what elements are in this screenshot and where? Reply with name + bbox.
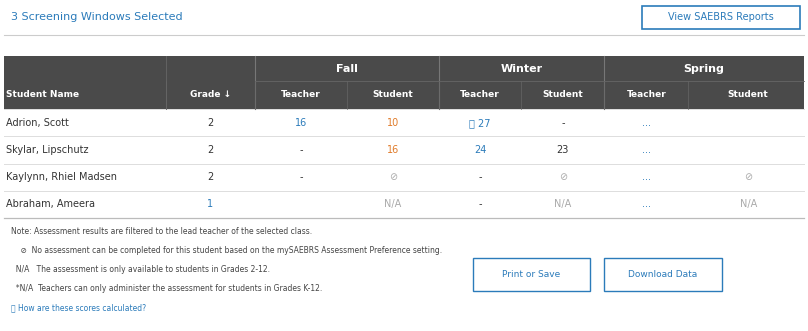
Text: 1: 1 (207, 199, 213, 209)
Text: Student Name: Student Name (6, 90, 79, 99)
Text: -: - (478, 199, 482, 209)
Text: Note: Assessment results are filtered to the lead teacher of the selected class.: Note: Assessment results are filtered to… (11, 226, 312, 236)
Text: ...: ... (642, 145, 651, 155)
Text: 16: 16 (295, 118, 307, 128)
Text: 23: 23 (557, 145, 569, 155)
Text: ...: ... (642, 172, 651, 182)
Text: *N/A  Teachers can only administer the assessment for students in Grades K-12.: *N/A Teachers can only administer the as… (11, 284, 322, 293)
Text: Skylar, Lipschutz: Skylar, Lipschutz (6, 145, 89, 155)
FancyBboxPatch shape (642, 6, 800, 29)
Text: ⊘: ⊘ (558, 172, 567, 182)
Text: N/A: N/A (385, 199, 402, 209)
Text: ⊘: ⊘ (389, 172, 398, 182)
Text: 16: 16 (387, 145, 399, 155)
Text: 2: 2 (207, 118, 213, 128)
Text: 2: 2 (207, 145, 213, 155)
FancyBboxPatch shape (4, 164, 804, 191)
Text: -: - (561, 118, 565, 128)
Text: -: - (299, 145, 303, 155)
Text: 24: 24 (473, 145, 486, 155)
Text: Abraham, Ameera: Abraham, Ameera (6, 199, 95, 209)
Text: Spring: Spring (684, 64, 725, 74)
Text: Print or Save: Print or Save (502, 270, 561, 279)
Text: Download Data: Download Data (629, 270, 697, 279)
Text: ⊘: ⊘ (744, 172, 752, 182)
Text: -: - (478, 172, 482, 182)
Text: 3 Screening Windows Selected: 3 Screening Windows Selected (11, 12, 182, 23)
Text: N/A: N/A (739, 199, 757, 209)
FancyBboxPatch shape (4, 136, 804, 164)
Text: View SAEBRS Reports: View SAEBRS Reports (668, 12, 774, 23)
Text: N/A   The assessment is only available to students in Grades 2-12.: N/A The assessment is only available to … (11, 265, 270, 274)
Text: -: - (299, 172, 303, 182)
Text: 10: 10 (387, 118, 399, 128)
Text: Adrion, Scott: Adrion, Scott (6, 118, 69, 128)
FancyBboxPatch shape (4, 0, 804, 35)
FancyBboxPatch shape (473, 258, 590, 291)
Text: 🖹 27: 🖹 27 (469, 118, 490, 128)
FancyBboxPatch shape (4, 218, 804, 331)
Text: ⓘ How are these scores calculated?: ⓘ How are these scores calculated? (11, 303, 145, 312)
Text: Teacher: Teacher (460, 90, 500, 99)
FancyBboxPatch shape (4, 191, 804, 218)
Text: Fall: Fall (335, 64, 358, 74)
Text: Student: Student (728, 90, 768, 99)
Text: ...: ... (642, 118, 651, 128)
Text: Student: Student (372, 90, 414, 99)
Text: ...: ... (642, 199, 651, 209)
Text: Teacher: Teacher (281, 90, 321, 99)
Text: 2: 2 (207, 172, 213, 182)
FancyBboxPatch shape (4, 56, 804, 109)
Text: Student: Student (542, 90, 583, 99)
FancyBboxPatch shape (4, 109, 804, 136)
Text: Winter: Winter (500, 64, 543, 74)
Text: N/A: N/A (554, 199, 571, 209)
Text: ⊘  No assessment can be completed for this student based on the mySAEBRS Assessm: ⊘ No assessment can be completed for thi… (11, 246, 442, 255)
Text: Kaylynn, Rhiel Madsen: Kaylynn, Rhiel Madsen (6, 172, 117, 182)
FancyBboxPatch shape (604, 258, 722, 291)
Text: Teacher: Teacher (626, 90, 667, 99)
Text: Grade ↓: Grade ↓ (190, 90, 230, 99)
